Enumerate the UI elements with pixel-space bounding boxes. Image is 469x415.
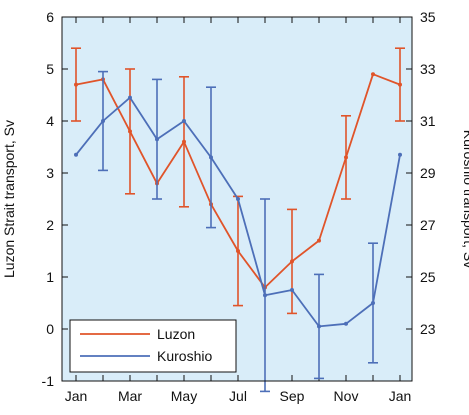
legend-label-kuroshio: Kuroshio <box>157 348 212 364</box>
legend-box <box>69 319 237 373</box>
data-point-kuroshio <box>209 155 213 160</box>
left-axis-title: Luzon Strait transport, Sv <box>1 120 17 278</box>
right-tick-label: 35 <box>420 9 436 25</box>
plot-frame <box>61 16 413 382</box>
left-tick-label: 5 <box>46 61 54 77</box>
x-tick-label: Nov <box>334 388 359 404</box>
left-tick-label: 1 <box>46 269 54 285</box>
data-point-kuroshio <box>182 119 186 123</box>
data-point-luzon <box>344 155 348 160</box>
data-point-luzon <box>128 129 132 134</box>
data-point-kuroshio <box>344 321 348 326</box>
data-point-kuroshio <box>398 152 402 157</box>
data-point-kuroshio <box>101 119 105 123</box>
data-point-luzon <box>236 249 240 253</box>
left-tick-label: 2 <box>46 217 54 233</box>
data-point-kuroshio <box>263 293 267 298</box>
data-point-kuroshio <box>371 301 375 305</box>
x-tick-label: Jan <box>65 388 88 404</box>
data-point-luzon <box>74 82 78 87</box>
data-point-luzon <box>290 259 294 264</box>
right-tick-label: 33 <box>420 61 436 77</box>
right-tick-label: 31 <box>420 113 436 129</box>
left-tick-label: 6 <box>46 9 54 25</box>
data-point-kuroshio <box>155 137 159 142</box>
data-point-kuroshio <box>236 197 240 201</box>
left-tick-label: 0 <box>46 321 54 337</box>
left-tick-label: -1 <box>42 373 55 389</box>
series-kuroshio <box>74 70 402 393</box>
right-tick-label: 29 <box>420 165 436 181</box>
data-point-kuroshio <box>74 152 78 157</box>
x-tick-label: Mar <box>118 388 142 404</box>
left-tick-label: 3 <box>46 165 54 181</box>
right-tick-label: 27 <box>420 217 436 233</box>
x-tick-label: Jul <box>229 388 247 404</box>
legend-label-luzon: Luzon <box>157 326 195 342</box>
right-tick-label: 25 <box>420 269 436 285</box>
x-tick-label: May <box>171 388 197 404</box>
data-point-luzon <box>182 139 186 144</box>
data-point-luzon <box>371 72 375 77</box>
data-point-kuroshio <box>128 95 132 100</box>
data-point-luzon <box>398 82 402 87</box>
left-tick-label: 4 <box>46 113 54 129</box>
right-tick-label: 23 <box>420 321 436 337</box>
legend: Luzon Kuroshio <box>69 319 237 373</box>
x-tick-label: Jan <box>389 388 412 404</box>
data-point-kuroshio <box>290 288 294 292</box>
x-tick-label: Sep <box>280 388 305 404</box>
data-point-kuroshio <box>317 324 321 329</box>
data-point-luzon <box>317 238 321 243</box>
right-axis-title: Kuroshio transport, Sv <box>461 130 469 269</box>
